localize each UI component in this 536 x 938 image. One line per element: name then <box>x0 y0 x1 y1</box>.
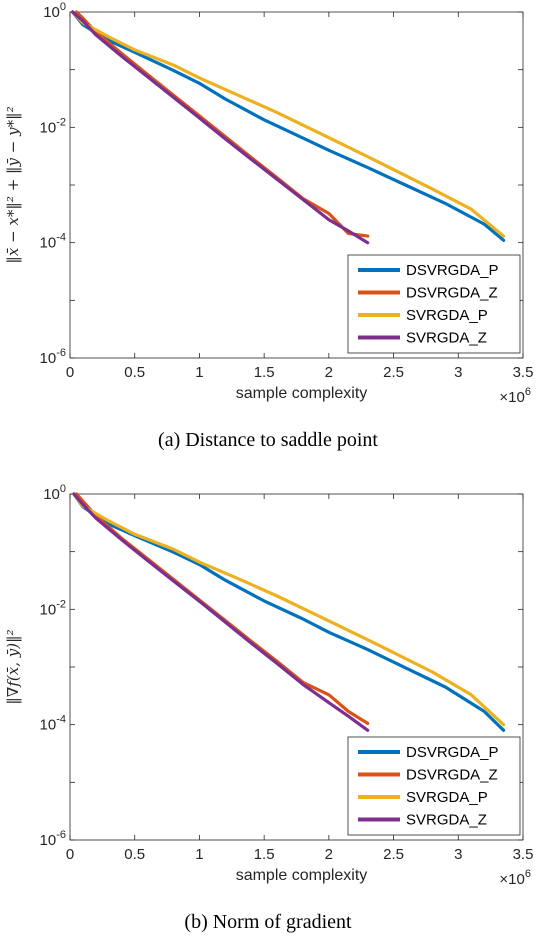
y-tick-base: 10 <box>40 235 57 252</box>
x-tick-label: 1.5 <box>254 846 275 863</box>
y-tick-label: 10-2 <box>40 116 66 136</box>
y-tick-base: 10 <box>40 717 57 734</box>
y-tick-base: 10 <box>40 832 57 849</box>
x-multiplier-exp: 6 <box>525 386 531 398</box>
y-tick-exp: -2 <box>56 116 66 128</box>
chart-panel-2: 0 0.5 1 1.5 2 2.5 3 3.510010-210-410-6DSVRGDA_P… <box>4 483 533 933</box>
series-line-svrgda-z <box>71 10 370 245</box>
x-tick-label: 0 <box>66 846 74 863</box>
x-tick-label: 1 <box>195 364 203 381</box>
y-tick-base: 10 <box>40 350 57 367</box>
y-tick-exp: -6 <box>56 829 66 841</box>
y-axis-label: ‖∇f(x̄, ȳ)‖² <box>4 629 22 704</box>
legend-label: DSVRGDA_Z <box>406 285 498 302</box>
x-multiplier-exp: 6 <box>525 868 531 880</box>
x-multiplier-base: ×10 <box>499 871 524 888</box>
series-line-svrgda-p <box>71 10 506 238</box>
y-tick-exp: -4 <box>56 232 66 244</box>
legend: DSVRGDA_P DSVRGDA_Z SVRGDA_P SVRGDA_Z <box>347 254 521 354</box>
x-axis-label: sample complexity <box>236 385 368 402</box>
x-tick-label: 3.5 <box>513 364 534 381</box>
legend: DSVRGDA_P DSVRGDA_Z SVRGDA_P SVRGDA_Z <box>347 736 521 836</box>
y-tick-exp: -6 <box>56 347 66 359</box>
x-tick-label: 3 <box>454 364 462 381</box>
chart-panel-1: 0 0.5 1 1.5 2 2.5 3 3.510010-210-410-6DSVRGDA_P… <box>4 1 533 451</box>
x-axis-label: sample complexity <box>236 867 368 884</box>
series-line-dsvrgda-p <box>71 10 506 242</box>
x-tick-label: 2.5 <box>383 846 404 863</box>
y-tick-label: 10-6 <box>40 347 66 367</box>
y-tick-base: 10 <box>43 486 60 503</box>
y-tick-base: 10 <box>40 601 57 618</box>
y-tick-exp: 0 <box>60 1 66 13</box>
figure-caption: (a) Distance to saddle point <box>158 429 378 451</box>
legend-label: SVRGDA_P <box>406 789 488 806</box>
y-tick-exp: 0 <box>60 483 66 495</box>
x-tick-label: 0.5 <box>124 364 145 381</box>
legend-label: SVRGDA_Z <box>406 330 487 347</box>
x-multiplier: ×106 <box>499 868 531 888</box>
y-tick-label: 10-6 <box>40 829 66 849</box>
series-line-svrgda-z <box>72 492 370 732</box>
legend-label: DSVRGDA_P <box>406 262 499 279</box>
series-line-dsvrgda-p <box>72 492 506 732</box>
x-tick-label: 0.5 <box>124 846 145 863</box>
legend-label: DSVRGDA_P <box>406 744 499 761</box>
y-tick-base: 10 <box>40 119 57 136</box>
y-axis-label: ‖x̄ − x*‖² + ‖ȳ − y*‖² <box>4 106 22 263</box>
y-tick-label: 100 <box>43 483 66 503</box>
y-tick-label: 100 <box>43 1 66 21</box>
y-tick-label: 10-4 <box>40 714 66 734</box>
x-tick-label: 1.5 <box>254 364 275 381</box>
y-tick-label: 10-2 <box>40 598 66 618</box>
figure-caption: (b) Norm of gradient <box>184 911 352 933</box>
legend-label: SVRGDA_P <box>406 307 488 324</box>
x-tick-label: 3.5 <box>513 846 534 863</box>
y-tick-exp: -4 <box>56 714 66 726</box>
x-multiplier-base: ×10 <box>499 389 524 406</box>
legend-label: SVRGDA_Z <box>406 812 487 829</box>
x-tick-label: 2 <box>325 364 333 381</box>
x-tick-label: 2 <box>325 846 333 863</box>
legend-label: DSVRGDA_Z <box>406 767 498 784</box>
x-tick-label: 3 <box>454 846 462 863</box>
series-line-dsvrgda-z <box>74 10 370 238</box>
x-tick-label: 2.5 <box>383 364 404 381</box>
x-tick-label: 1 <box>195 846 203 863</box>
y-tick-base: 10 <box>43 4 60 21</box>
x-tick-label: 0 <box>66 364 74 381</box>
x-multiplier: ×106 <box>499 386 531 406</box>
y-tick-exp: -2 <box>56 598 66 610</box>
series-line-svrgda-p <box>72 492 506 727</box>
y-tick-label: 10-4 <box>40 232 66 252</box>
